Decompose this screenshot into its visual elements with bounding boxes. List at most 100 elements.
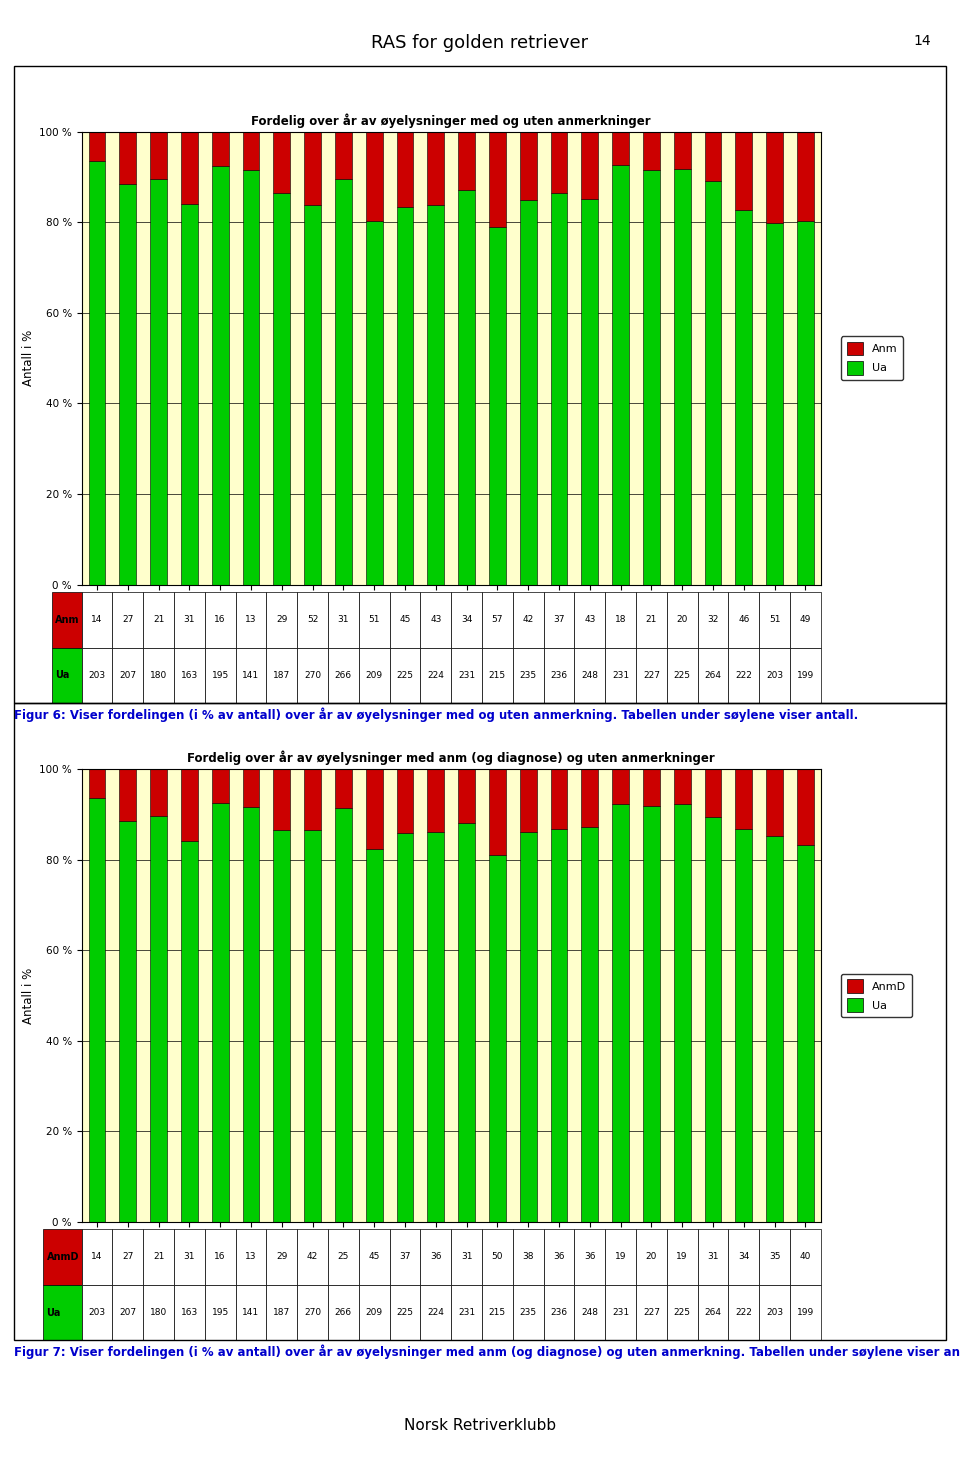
Text: Figur 7: Viser fordelingen (i % av antall) over år av øyelysninger med anm (og d: Figur 7: Viser fordelingen (i % av antal… xyxy=(14,1345,960,1360)
Bar xyxy=(88,132,106,161)
Bar xyxy=(335,769,352,809)
Bar xyxy=(705,769,722,816)
Bar xyxy=(643,769,660,806)
Bar xyxy=(427,132,444,205)
Bar xyxy=(735,769,753,829)
Bar xyxy=(735,209,753,585)
Bar xyxy=(458,823,475,1222)
Bar xyxy=(643,806,660,1222)
Bar xyxy=(612,803,629,1222)
Bar xyxy=(366,850,383,1222)
Bar xyxy=(519,132,537,201)
Bar xyxy=(489,227,506,585)
Bar xyxy=(735,829,753,1222)
Bar xyxy=(797,132,814,221)
Bar xyxy=(797,221,814,585)
Bar xyxy=(519,201,537,585)
Title: Fordelig over år av øyelysninger med anm (og diagnose) og uten anmerkninger: Fordelig over år av øyelysninger med anm… xyxy=(187,750,715,765)
Text: Norsk Retriverklubb: Norsk Retriverklubb xyxy=(404,1418,556,1433)
Bar xyxy=(396,769,414,834)
Bar xyxy=(335,132,352,179)
Bar xyxy=(797,845,814,1222)
Bar xyxy=(674,804,690,1222)
Bar xyxy=(396,834,414,1222)
Bar xyxy=(88,798,106,1222)
Bar xyxy=(212,803,228,1222)
Y-axis label: Antall i %: Antall i % xyxy=(22,967,35,1024)
Bar xyxy=(797,769,814,845)
Bar xyxy=(766,835,783,1222)
Bar xyxy=(212,132,228,166)
Bar xyxy=(88,161,106,585)
Bar xyxy=(212,769,228,803)
Bar xyxy=(396,132,414,207)
Text: 14: 14 xyxy=(914,34,931,48)
Bar xyxy=(612,132,629,164)
Bar xyxy=(427,832,444,1222)
Bar xyxy=(180,204,198,585)
Bar xyxy=(180,132,198,204)
Bar xyxy=(304,769,321,831)
Bar xyxy=(274,192,290,585)
Legend: Anm, Ua: Anm, Ua xyxy=(841,337,903,379)
Bar xyxy=(150,769,167,816)
Bar xyxy=(489,854,506,1222)
Bar xyxy=(150,179,167,585)
Bar xyxy=(119,185,136,585)
Bar xyxy=(335,809,352,1222)
Text: Figur 6: Viser fordelingen (i % av antall) over år av øyelysninger med og uten a: Figur 6: Viser fordelingen (i % av antal… xyxy=(14,708,858,722)
Bar xyxy=(519,832,537,1222)
Bar xyxy=(243,807,259,1222)
Bar xyxy=(643,132,660,170)
Bar xyxy=(674,132,690,168)
Bar xyxy=(550,829,567,1222)
Bar xyxy=(304,132,321,205)
Bar xyxy=(519,769,537,832)
Bar xyxy=(304,205,321,585)
Bar xyxy=(582,132,598,199)
Bar xyxy=(180,841,198,1222)
Bar xyxy=(274,769,290,829)
Bar xyxy=(735,132,753,209)
Bar xyxy=(150,816,167,1222)
Bar xyxy=(119,769,136,822)
Bar xyxy=(705,132,722,180)
Bar xyxy=(88,769,106,798)
Bar xyxy=(119,132,136,185)
Legend: AnmD, Ua: AnmD, Ua xyxy=(841,974,912,1017)
Bar xyxy=(366,769,383,850)
Title: Fordelig over år av øyelysninger med og uten anmerkninger: Fordelig over år av øyelysninger med og … xyxy=(252,113,651,127)
Bar xyxy=(274,829,290,1222)
Bar xyxy=(304,831,321,1222)
Bar xyxy=(335,179,352,585)
Bar xyxy=(366,132,383,221)
Bar xyxy=(489,132,506,227)
Bar xyxy=(180,769,198,841)
Bar xyxy=(427,769,444,832)
Bar xyxy=(243,170,259,585)
Bar xyxy=(674,769,690,804)
Bar xyxy=(582,769,598,826)
Bar xyxy=(489,769,506,854)
Bar xyxy=(458,769,475,823)
Y-axis label: Antall i %: Antall i % xyxy=(22,330,35,387)
Bar xyxy=(582,199,598,585)
Bar xyxy=(458,132,475,190)
Bar xyxy=(550,132,567,193)
Bar xyxy=(212,166,228,585)
Bar xyxy=(582,826,598,1222)
Bar xyxy=(550,769,567,829)
Bar xyxy=(612,164,629,585)
Bar xyxy=(396,207,414,585)
Bar xyxy=(366,221,383,585)
Bar xyxy=(674,168,690,585)
Text: RAS for golden retriever: RAS for golden retriever xyxy=(372,34,588,51)
Bar xyxy=(766,132,783,223)
Bar xyxy=(243,132,259,170)
Bar xyxy=(427,205,444,585)
Bar xyxy=(705,816,722,1222)
Bar xyxy=(274,132,290,192)
Bar xyxy=(766,769,783,835)
Bar xyxy=(643,170,660,585)
Bar xyxy=(150,132,167,179)
